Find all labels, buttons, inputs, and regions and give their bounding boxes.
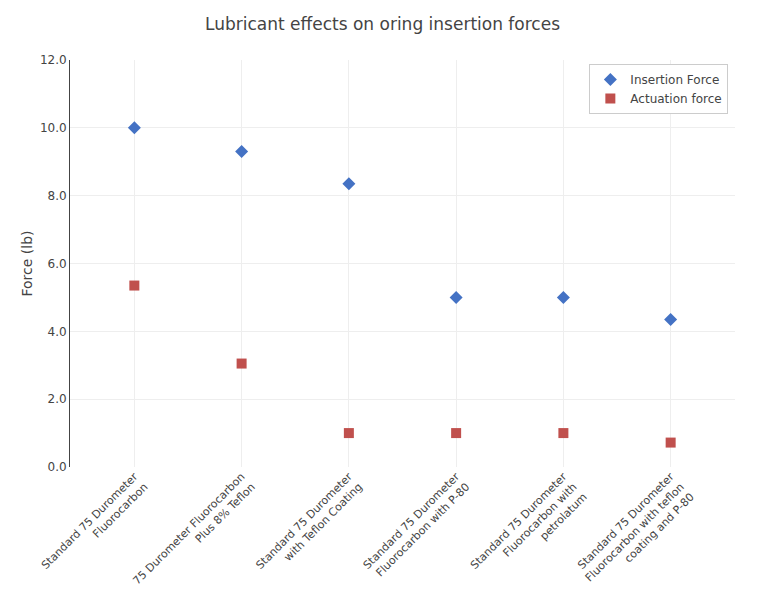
svg-text:0.0: 0.0 [48, 460, 67, 474]
svg-text:75 Durometer FluorocarbonPlus: 75 Durometer FluorocarbonPlus 8% Teflon [131, 470, 258, 597]
svg-text:Actuation force: Actuation force [630, 92, 721, 106]
svg-text:Force (lb): Force (lb) [19, 230, 35, 296]
svg-text:Standard 75 DurometerFluorocar: Standard 75 DurometerFluorocarbon with P… [361, 470, 473, 582]
svg-text:10.0: 10.0 [40, 121, 67, 135]
svg-text:2.0: 2.0 [48, 392, 67, 406]
svg-text:Standard 75 Durometerwith Tefl: Standard 75 Durometerwith Teflon Coating [253, 470, 365, 582]
svg-text:Standard 75 DurometerFluorocar: Standard 75 DurometerFluorocarbon with t… [573, 470, 698, 595]
svg-text:Lubricant effects on oring ins: Lubricant effects on oring insertion for… [205, 14, 560, 34]
svg-text:Insertion Force: Insertion Force [630, 73, 719, 87]
svg-text:12.0: 12.0 [40, 53, 67, 67]
svg-text:Standard 75 DurometerFluorocar: Standard 75 DurometerFluorocarbon withpe… [468, 470, 590, 592]
svg-text:8.0: 8.0 [48, 189, 67, 203]
svg-text:4.0: 4.0 [48, 325, 67, 339]
svg-text:Standard 75 DurometerFluorocar: Standard 75 DurometerFluorocarbon [39, 470, 151, 582]
svg-text:6.0: 6.0 [48, 257, 67, 271]
